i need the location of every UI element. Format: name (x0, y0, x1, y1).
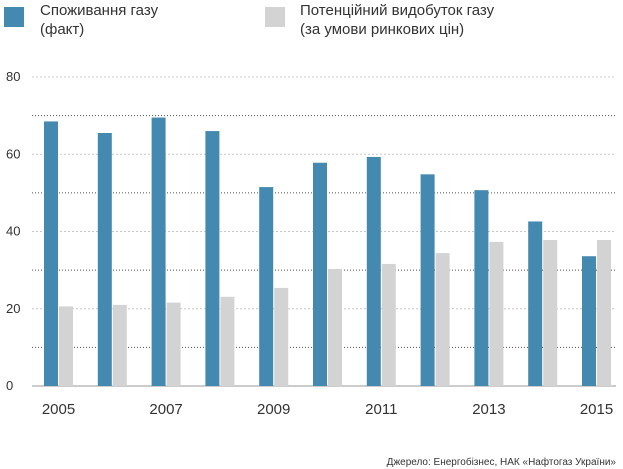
bar-production-2008 (220, 296, 235, 386)
legend-label: (факт) (40, 21, 84, 38)
bar-production-2006 (112, 304, 127, 386)
bar-consumption-2012 (420, 174, 435, 386)
bar-consumption-2005 (44, 121, 58, 386)
y-tick-label: 0 (6, 378, 13, 393)
bar-production-2012 (435, 253, 450, 386)
bar-production-2015 (597, 239, 611, 386)
bar-production-2014 (543, 239, 558, 386)
source-note: Джерело: Енергобізнес, НАК «Нафтогаз Укр… (387, 456, 617, 468)
bar-production-2005 (59, 306, 73, 386)
legend-label: Споживання газу (40, 2, 159, 19)
bar-consumption-2008 (205, 131, 220, 386)
bar-production-2011 (381, 263, 396, 386)
bar-consumption-2009 (259, 187, 274, 386)
bar-consumption-2011 (366, 156, 381, 386)
y-tick-label: 40 (6, 224, 20, 239)
bar-production-2010 (328, 268, 342, 386)
legend-label: Потенційний видобуток газу (300, 2, 495, 19)
bar-consumption-2014 (528, 221, 543, 386)
bar-consumption-2013 (474, 190, 489, 386)
y-tick-label: 20 (6, 301, 20, 316)
x-axis: 2005 2007 2009 2011 2013 2015 (42, 401, 613, 418)
x-tick-label: 2005 (42, 401, 75, 418)
bar-consumption-2007 (151, 117, 166, 387)
bars (44, 117, 611, 387)
legend-label: (за умови ринкових цін) (300, 21, 464, 38)
y-tick-label: 80 (6, 69, 20, 84)
x-tick-label: 2007 (149, 401, 182, 418)
bar-consumption-2015 (582, 256, 596, 386)
y-tick-label: 60 (6, 146, 20, 161)
bar-production-2013 (489, 241, 504, 386)
y-axis: 0 20 40 60 80 (6, 69, 20, 393)
bar-production-2007 (166, 302, 181, 386)
bar-consumption-2006 (97, 133, 112, 386)
x-tick-label: 2009 (257, 401, 290, 418)
bar-consumption-2010 (313, 162, 327, 386)
x-tick-label: 2015 (580, 401, 613, 418)
bar-production-2009 (274, 287, 289, 386)
legend-swatch (265, 7, 285, 27)
legend-swatch (4, 7, 24, 27)
legend: Споживання газу (факт) Потенційний видобут… (4, 2, 495, 38)
x-tick-label: 2011 (365, 401, 397, 418)
x-tick-label: 2013 (472, 401, 505, 418)
